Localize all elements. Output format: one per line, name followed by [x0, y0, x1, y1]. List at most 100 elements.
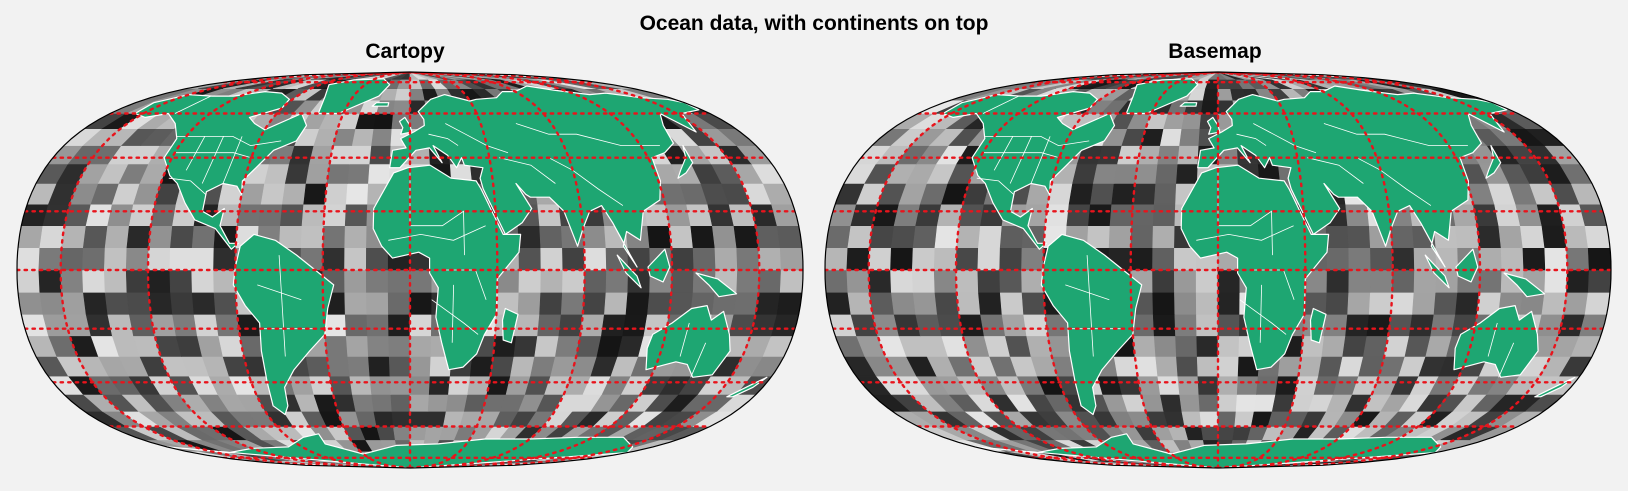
data-cell-331	[980, 314, 1006, 337]
data-cell-229	[1117, 375, 1142, 395]
data-cell-124	[376, 426, 396, 441]
data-cell-367	[170, 292, 195, 315]
landmass-8	[647, 248, 671, 283]
border-line-8	[278, 255, 286, 357]
data-cell-399	[890, 269, 914, 293]
data-cell-492	[539, 225, 563, 248]
data-cell-553	[1111, 183, 1136, 205]
data-cell-737	[392, 99, 411, 114]
landmass-11	[1206, 116, 1221, 135]
meridian-120	[408, 72, 674, 468]
meridian-120	[1216, 72, 1482, 468]
data-cell-230	[1137, 375, 1161, 395]
border-line-12	[1239, 299, 1287, 335]
data-cell-199	[427, 394, 449, 412]
data-cell-235	[1236, 375, 1259, 395]
data-cell-333	[215, 314, 241, 337]
data-cell-403	[977, 269, 1001, 293]
data-cell-515	[258, 203, 283, 226]
data-cell-430	[1566, 269, 1590, 293]
border-line-2	[174, 95, 211, 114]
meridian--40	[1129, 72, 1220, 468]
data-cell-362	[61, 292, 87, 315]
data-cell-422	[583, 269, 607, 293]
landmass-1	[1125, 78, 1199, 115]
data-cell-234	[1217, 375, 1239, 395]
data-cell-448	[1173, 247, 1197, 271]
data-cell-349	[1366, 314, 1392, 337]
data-cell-270	[1217, 356, 1240, 377]
data-cell-397	[38, 269, 62, 293]
graticule-lines	[825, 72, 1611, 468]
data-cell-411	[344, 269, 367, 293]
meridian-40	[408, 72, 499, 468]
data-cell-402	[955, 269, 979, 293]
data-cell-375	[344, 292, 368, 315]
data-cell-517	[301, 203, 326, 226]
data-cell-196	[371, 394, 393, 412]
data-cell-236	[448, 375, 471, 395]
data-cell-269	[1196, 356, 1219, 377]
panel-title-cartopy: Cartopy	[365, 40, 445, 63]
border-line-13	[388, 225, 486, 241]
landmass-9	[695, 272, 738, 298]
data-cell-349	[558, 314, 584, 337]
data-cell-342	[1217, 314, 1240, 337]
data-cell-588	[284, 163, 310, 184]
data-cell-384	[539, 292, 563, 315]
map-boundary	[16, 71, 804, 469]
data-cell-663	[1159, 128, 1183, 146]
border-line-0	[176, 136, 282, 147]
data-cell-500	[711, 225, 738, 248]
data-cell-360	[825, 292, 852, 315]
data-cell-332	[1001, 314, 1027, 337]
data-cell-396	[17, 269, 41, 293]
data-cell-773	[1202, 88, 1219, 101]
data-cell-519	[344, 203, 368, 226]
data-cell-458	[1391, 247, 1415, 271]
data-cell-470	[61, 225, 87, 248]
data-cell-497	[647, 225, 672, 248]
data-cell-476	[191, 225, 216, 248]
data-cell-528	[1345, 203, 1370, 226]
data-cell-400	[103, 269, 128, 293]
data-cell-236	[1256, 375, 1279, 395]
data-cell-126	[409, 426, 428, 441]
data-cell-311	[1321, 335, 1346, 357]
data-cell-234	[409, 375, 431, 395]
data-cell-473	[934, 225, 960, 248]
data-cell-467	[779, 247, 803, 271]
border-line-4	[1009, 136, 1032, 184]
data-cell-341	[388, 314, 411, 337]
landmass-14	[166, 433, 634, 468]
data-cell-377	[1195, 292, 1219, 315]
data-cell-737	[1200, 99, 1219, 114]
data-cell-440	[999, 247, 1023, 271]
landmass-5	[501, 307, 519, 344]
data-cell-627	[349, 145, 372, 165]
landmass-12	[1179, 102, 1198, 107]
data-cell-393	[733, 292, 759, 315]
data-cell-663	[351, 128, 375, 146]
data-cell-628	[1177, 145, 1200, 165]
border-line-18	[499, 157, 556, 184]
data-cell-200	[1253, 394, 1277, 412]
data-cell-482	[322, 225, 346, 248]
data-cell-163	[426, 410, 447, 427]
data-cell-311	[513, 335, 538, 357]
data-cell-414	[1217, 269, 1241, 293]
data-cell-519	[1152, 203, 1176, 226]
data-cell-369	[213, 292, 238, 315]
data-cell-398	[868, 269, 892, 293]
data-cell-270	[409, 356, 432, 377]
data-cell-474	[148, 225, 173, 248]
data-cell-412	[1173, 269, 1197, 293]
data-cell-413	[1195, 269, 1219, 293]
data-cell-491	[1325, 225, 1350, 248]
data-cell-352	[1430, 314, 1456, 337]
data-cell-332	[193, 314, 219, 337]
data-cell-229	[309, 375, 334, 395]
data-cell-773	[394, 88, 411, 101]
data-cell-401	[933, 269, 958, 293]
data-cell-199	[1235, 394, 1257, 412]
